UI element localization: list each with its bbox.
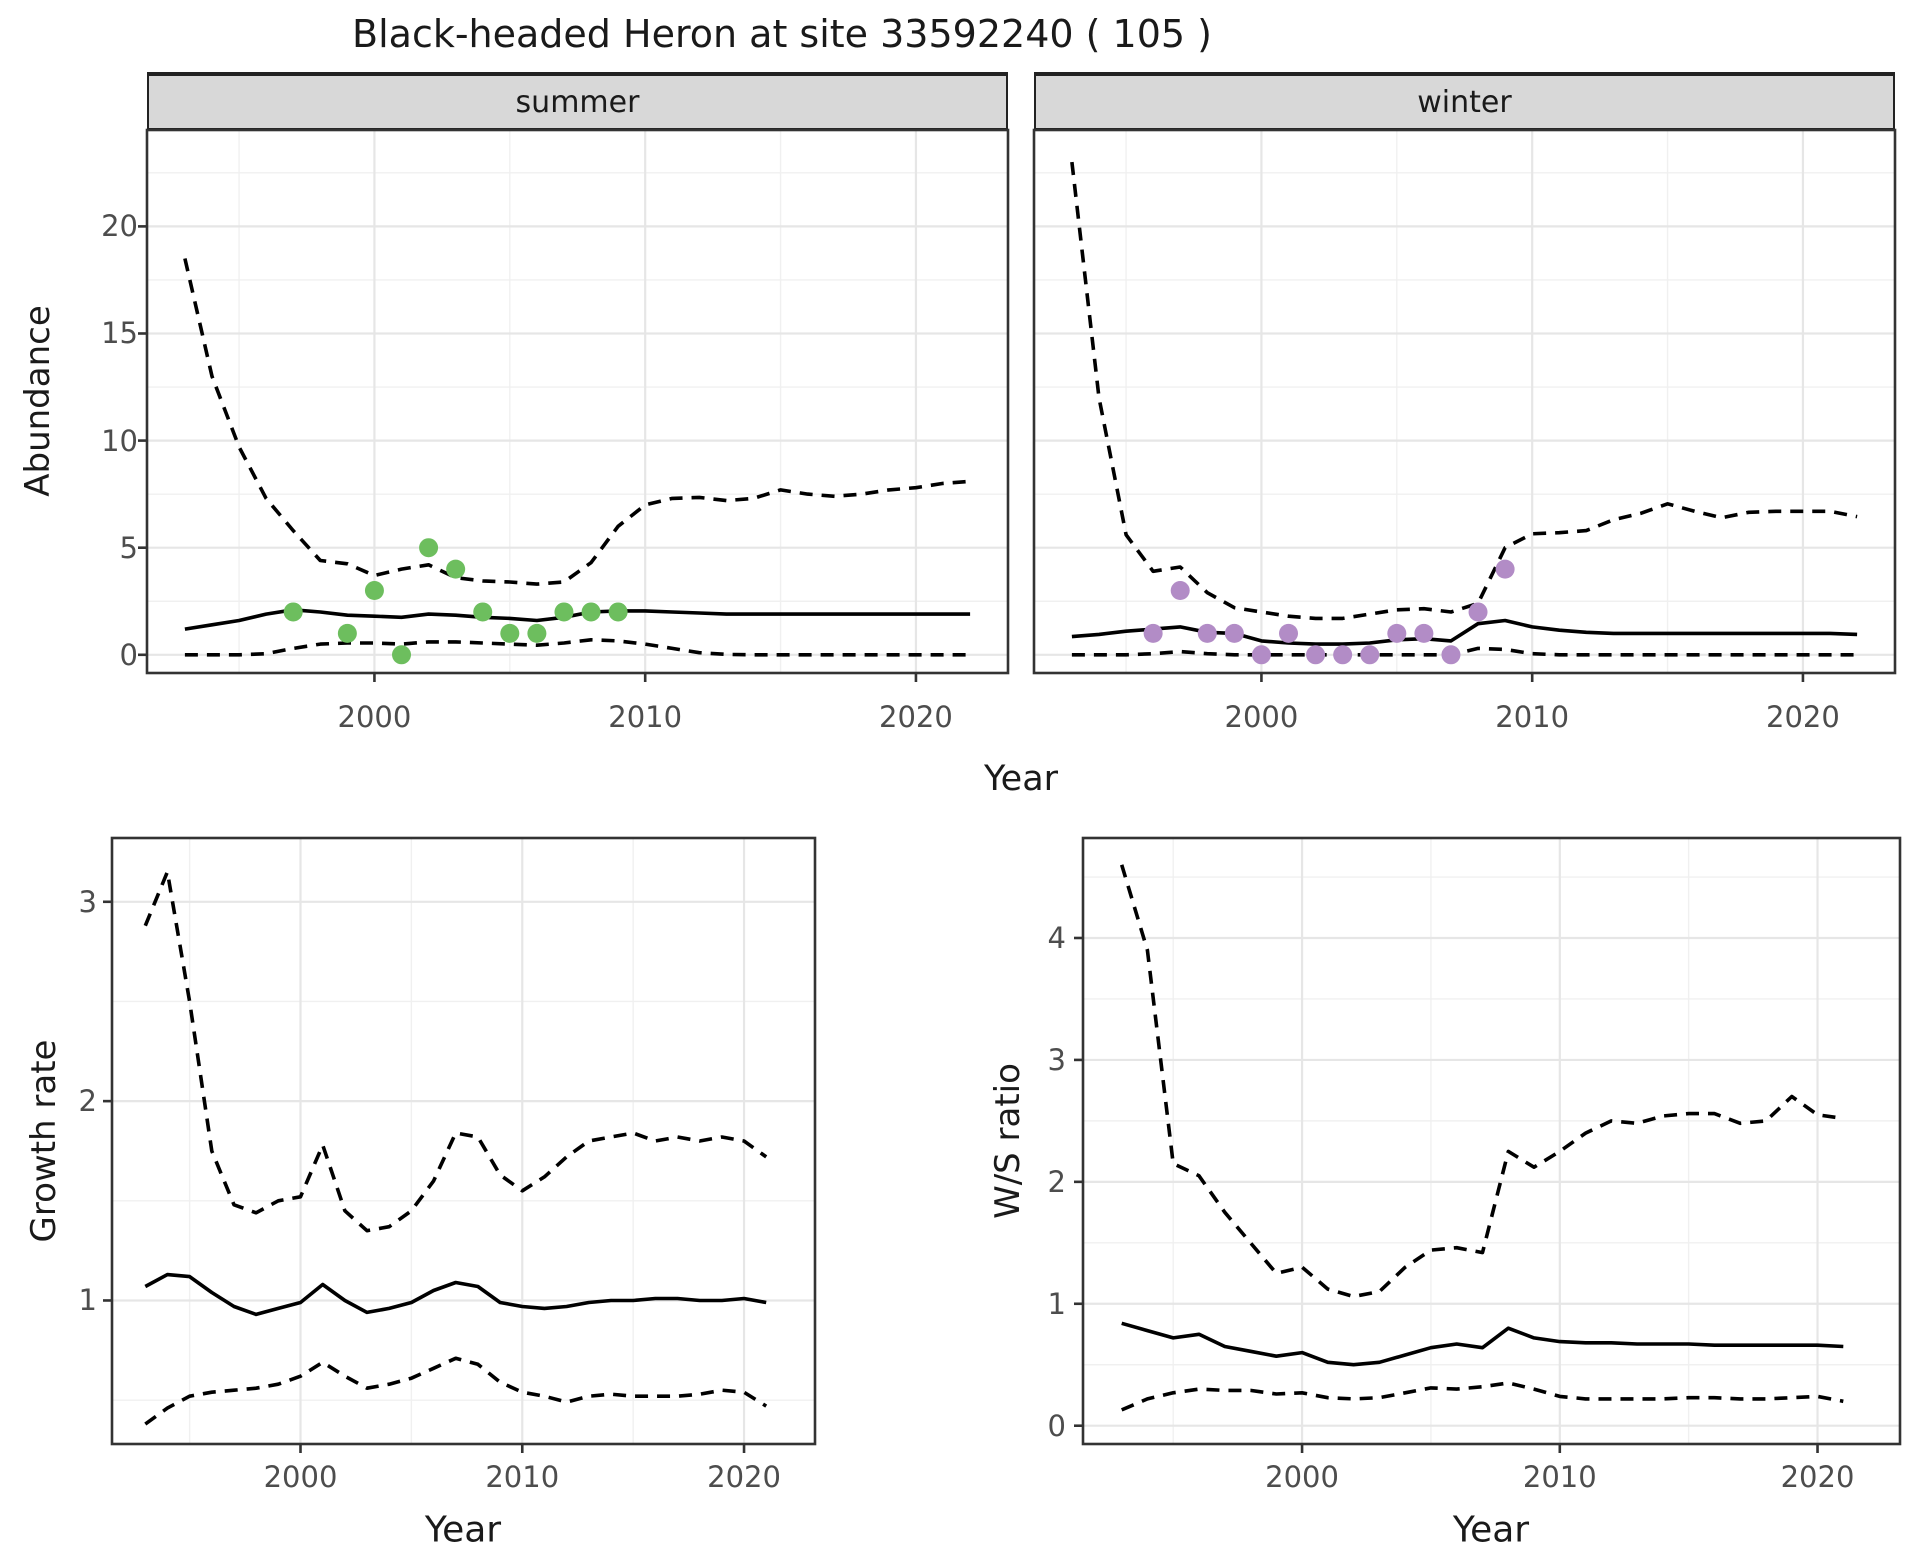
data-point [1306, 645, 1326, 665]
data-point [1197, 623, 1217, 643]
x-tick-label: 2010 [1522, 1460, 1597, 1494]
y-tick-label: 3 [1047, 1042, 1066, 1077]
data-point [527, 623, 547, 643]
growth-rate-axis-title: Growth rate [24, 1039, 64, 1243]
growth-rate-plot [103, 836, 817, 1453]
x-tick-label: 2020 [707, 1460, 781, 1494]
data-point [1441, 645, 1461, 665]
x-tick-label: 2000 [1265, 1460, 1339, 1494]
data-point [1468, 602, 1488, 622]
y-tick-label: 1 [1047, 1286, 1066, 1321]
data-point [473, 602, 493, 622]
data-point [283, 602, 303, 622]
x-tick-label: 2000 [337, 700, 412, 734]
abundance-summer-plot [138, 128, 1010, 682]
abundance-winter-plot [1032, 128, 1897, 682]
ws-ratio-plot [1074, 836, 1902, 1453]
data-point [1279, 623, 1299, 643]
x-tick-label: 2000 [1224, 700, 1299, 734]
ws-ratio-mean-line [1121, 1321, 1844, 1367]
y-tick-label: 2 [1047, 1164, 1066, 1199]
ws-ratio-upper_95ci-line [1119, 864, 1844, 1299]
y-tick-label: 5 [119, 530, 138, 565]
x-tick-label: 2020 [1780, 1460, 1855, 1494]
top-year-axis-title: Year [983, 759, 1059, 799]
data-point [554, 602, 574, 622]
facet-strip-summer: summer [147, 72, 1008, 130]
figure-title: Black-headed Heron at site 33592240 ( 10… [352, 12, 1212, 56]
y-tick-label: 1 [78, 1283, 97, 1318]
facet-strip-winter-label: winter [1417, 84, 1512, 120]
data-point [1251, 645, 1271, 665]
x-tick-label: 2000 [263, 1460, 338, 1494]
x-tick-label: 2010 [608, 700, 683, 734]
data-point [1387, 623, 1407, 643]
data-point [1495, 559, 1515, 579]
y-tick-label: 0 [119, 637, 138, 672]
growth-rate-upper_95ci-line [143, 870, 768, 1233]
data-point [581, 602, 601, 622]
x-tick-label: 2010 [1495, 700, 1570, 734]
data-point [1143, 623, 1163, 643]
y-tick-label: 4 [1047, 920, 1066, 955]
data-point [1170, 581, 1190, 601]
data-point [1333, 645, 1353, 665]
ws-year-axis-title: Year [1452, 1509, 1530, 1551]
data-point [446, 559, 466, 579]
abundance-summer-mean-line [184, 608, 971, 631]
data-point [392, 645, 412, 665]
growth-year-axis-title: Year [424, 1509, 502, 1551]
data-point [364, 581, 384, 601]
x-tick-label: 2020 [879, 700, 953, 734]
abundance-summer-upper_95ci-line [183, 258, 971, 586]
y-tick-label: 15 [101, 316, 138, 351]
x-tick-label: 2010 [485, 1460, 560, 1494]
data-point [337, 623, 357, 643]
abundance-axis-title: Abundance [18, 305, 58, 497]
y-tick-label: 3 [78, 884, 97, 919]
abundance-winter-upper_95ci-line [1070, 161, 1858, 621]
y-tick-label: 0 [1047, 1408, 1066, 1443]
data-point [608, 602, 628, 622]
data-point [500, 623, 520, 643]
y-tick-label: 2 [78, 1084, 97, 1119]
growth-rate-mean-line [144, 1272, 767, 1317]
growth-rate-lower_95ci-line [144, 1356, 768, 1426]
data-point [419, 538, 439, 558]
data-point [1414, 623, 1434, 643]
data-point [1360, 645, 1380, 665]
facet-strip-summer-label: summer [515, 84, 640, 120]
y-tick-label: 10 [101, 423, 138, 458]
x-tick-label: 2020 [1766, 700, 1840, 734]
data-point [1224, 623, 1244, 643]
y-tick-label: 20 [101, 209, 138, 244]
